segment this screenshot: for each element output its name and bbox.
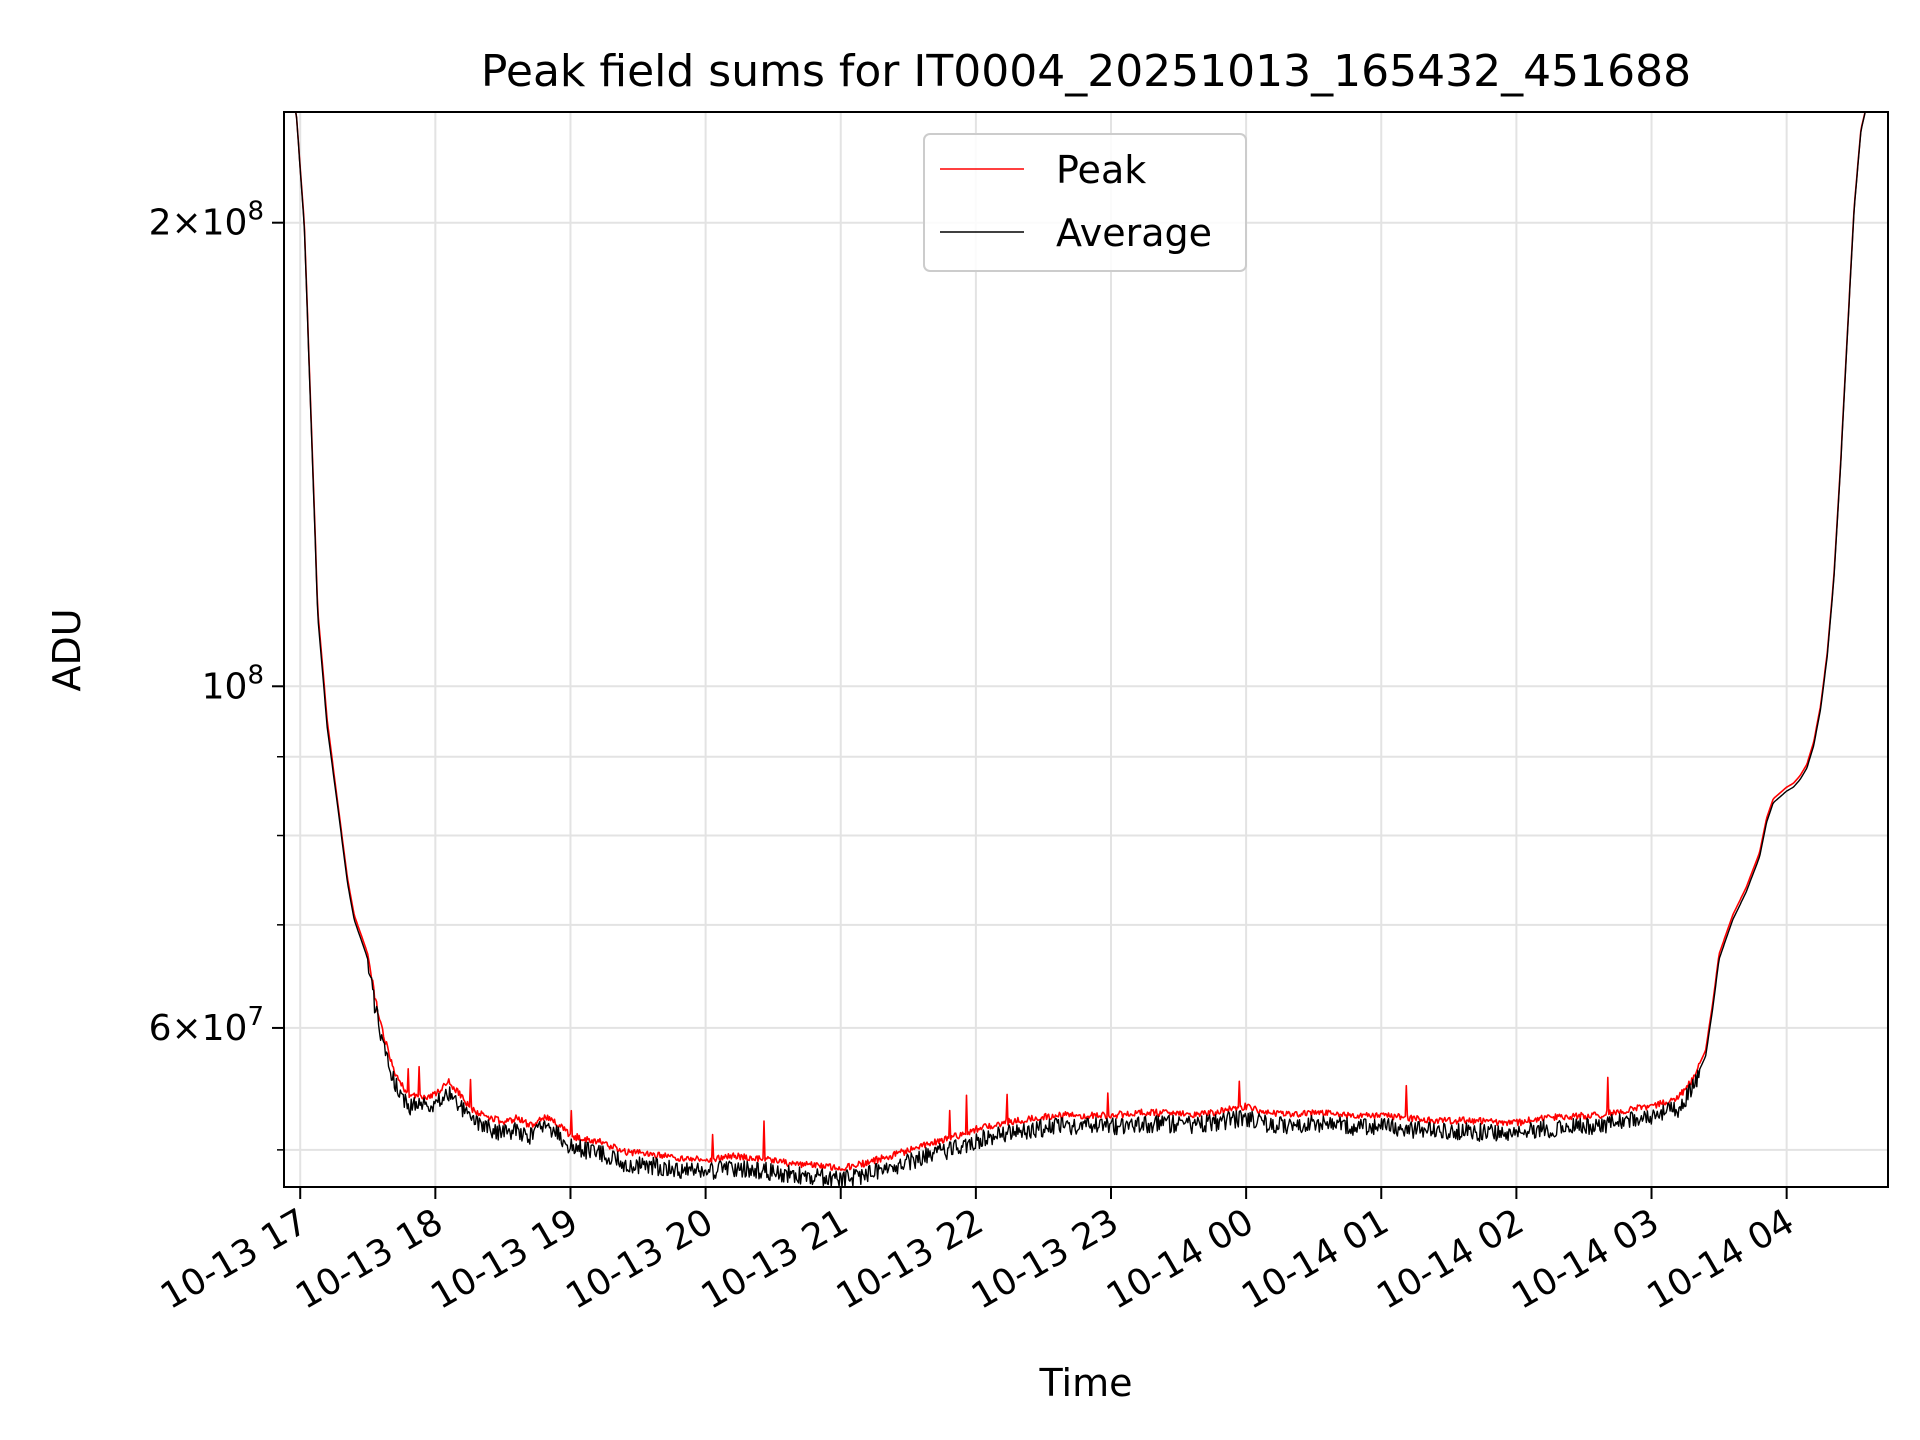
y-tick-label-0: 2×108 [149, 197, 264, 244]
plot-background [284, 112, 1888, 1187]
series-line-peak [294, 112, 1866, 1172]
series-line-average [294, 112, 1866, 1187]
chart-title: Peak field sums for IT0004_20251013_1654… [481, 46, 1691, 97]
plot-frame [283, 111, 1889, 1188]
x-axis-label: Time [1039, 1361, 1133, 1405]
grid-lines [284, 112, 1888, 1187]
legend-label-average: Average [1056, 211, 1212, 255]
series-layer [294, 112, 1866, 1187]
legend-label-peak: Peak [1056, 148, 1146, 192]
y-tick-label-2: 6×107 [149, 1002, 264, 1049]
y-axis-label: ADU [45, 608, 89, 691]
legend: Peak Average [923, 133, 1247, 272]
